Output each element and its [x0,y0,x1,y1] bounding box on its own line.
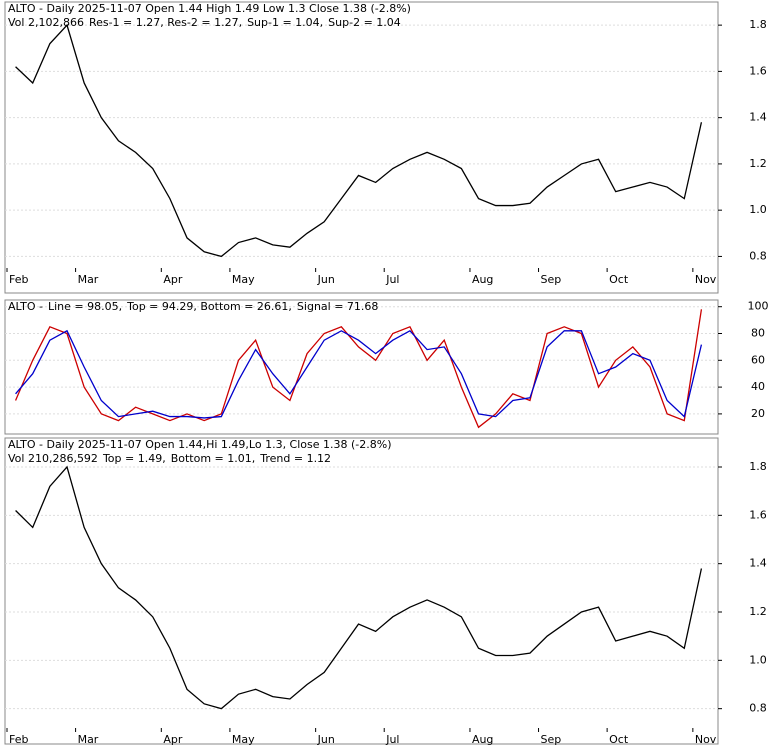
header-text: Top = 1.49, [102,452,166,465]
header-text: ALTO - Daily 2025-11-07 Open 1.44,Hi 1.4… [8,438,392,451]
header-text: Sup-2 = 1.04 [328,16,401,29]
y-tick-label: 1.0 [749,203,767,216]
header-text: Trend = 1.12 [259,452,331,465]
y-tick-label: 40 [751,380,765,393]
y-tick-label: 60 [751,353,765,366]
y-tick-label: 1.2 [749,605,767,618]
series-line [14,309,703,429]
x-tick-label: Aug [472,733,493,745]
x-tick-label: Oct [609,273,629,286]
x-tick-label: May [232,273,255,286]
x-tick-label: Feb [9,733,28,745]
x-tick-label: Jul [385,273,399,286]
y-tick-label: 0.8 [749,702,767,715]
panel [4,1,719,294]
x-tick-label: Apr [163,733,183,745]
x-tick-label: Jul [385,733,399,745]
series-line [15,465,703,710]
x-tick-label: May [232,733,255,745]
x-tick-label: Feb [9,273,28,286]
header-text: Signal = 71.68 [297,300,379,313]
y-tick-label: 80 [751,327,765,340]
x-tick-label: Jun [317,273,335,286]
y-tick-label: 20 [751,407,765,420]
panel [4,437,719,745]
series-line [15,329,703,419]
x-tick-label: Sep [541,733,562,745]
x-tick-label: Aug [472,273,493,286]
y-tick-label: 1.6 [749,508,767,521]
y-tick-label: 1.8 [749,18,767,31]
header-text: Vol 210,286,592 [8,452,98,465]
x-tick-label: Nov [695,273,717,286]
y-tick-label: 1.4 [749,557,767,570]
header-text: Vol 2,102,866 [8,16,84,29]
header-text: Res-1 = 1.27, Res-2 = 1.27, [89,16,242,29]
x-tick-label: Mar [78,273,99,286]
header-text: Top = 94.29, Bottom = 26.61, [126,300,292,313]
x-tick-label: Apr [163,273,183,286]
y-tick-label: 1.8 [749,460,767,473]
series-line [15,23,703,258]
y-tick-label: 1.2 [749,157,767,170]
x-tick-label: Mar [78,733,99,745]
panel [4,299,719,435]
header-text: Sup-1 = 1.04, [247,16,323,29]
y-tick-label: 100 [748,300,769,313]
x-tick-label: Jun [317,733,335,745]
y-tick-label: 1.4 [749,111,767,124]
y-tick-label: 0.8 [749,249,767,262]
header-text: Bottom = 1.01, [171,452,256,465]
header-text: Line = 98.05, [48,300,122,313]
y-tick-label: 1.0 [749,653,767,666]
header-text: ALTO - Daily 2025-11-07 Open 1.44 High 1… [8,2,411,15]
x-tick-label: Sep [541,273,562,286]
header-text: ALTO - [8,300,43,313]
x-tick-label: Nov [695,733,717,745]
y-tick-label: 1.6 [749,64,767,77]
x-tick-label: Oct [609,733,629,745]
